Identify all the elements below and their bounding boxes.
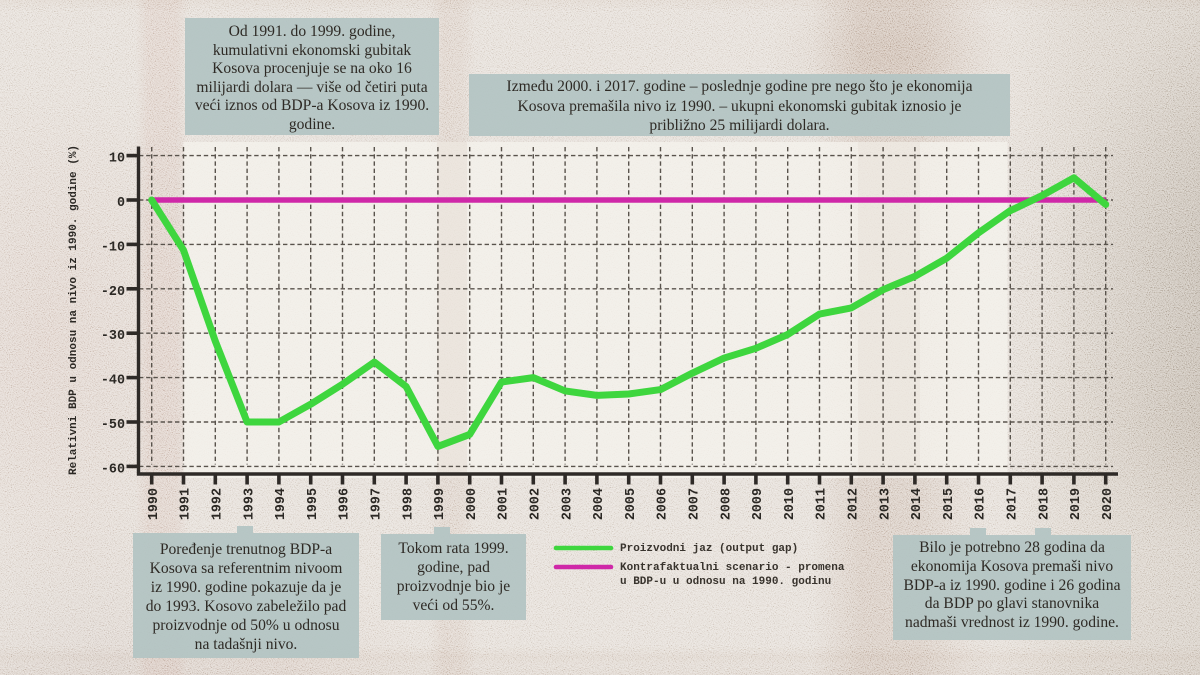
svg-text:10: 10 bbox=[109, 152, 125, 167]
svg-text:2012: 2012 bbox=[847, 488, 862, 520]
svg-text:1993: 1993 bbox=[242, 488, 257, 520]
svg-text:2001: 2001 bbox=[497, 488, 512, 520]
svg-text:-50: -50 bbox=[101, 418, 125, 433]
svg-text:2018: 2018 bbox=[1037, 488, 1052, 520]
svg-text:-30: -30 bbox=[101, 329, 125, 344]
svg-text:-10: -10 bbox=[101, 240, 125, 255]
svg-text:1995: 1995 bbox=[306, 488, 321, 520]
svg-text:2011: 2011 bbox=[815, 488, 830, 520]
svg-text:2007: 2007 bbox=[688, 488, 703, 520]
svg-text:2015: 2015 bbox=[942, 488, 957, 520]
svg-text:2017: 2017 bbox=[1006, 488, 1021, 520]
svg-text:1996: 1996 bbox=[338, 488, 353, 520]
svg-text:1991: 1991 bbox=[179, 488, 194, 520]
svg-text:2000: 2000 bbox=[465, 488, 480, 520]
svg-text:2019: 2019 bbox=[1069, 488, 1084, 520]
svg-text:2006: 2006 bbox=[656, 488, 671, 520]
svg-text:2010: 2010 bbox=[783, 488, 798, 520]
svg-text:2002: 2002 bbox=[529, 488, 544, 520]
svg-text:1994: 1994 bbox=[274, 488, 289, 520]
svg-text:-20: -20 bbox=[101, 285, 125, 300]
svg-text:2020: 2020 bbox=[1101, 488, 1116, 520]
svg-text:2003: 2003 bbox=[560, 488, 575, 520]
svg-text:2005: 2005 bbox=[624, 488, 639, 520]
svg-text:1997: 1997 bbox=[370, 488, 385, 520]
svg-text:1998: 1998 bbox=[401, 488, 416, 520]
svg-text:-40: -40 bbox=[101, 374, 125, 389]
svg-text:0: 0 bbox=[117, 196, 125, 211]
svg-text:2009: 2009 bbox=[751, 488, 766, 520]
svg-text:2013: 2013 bbox=[878, 488, 893, 520]
svg-text:1999: 1999 bbox=[433, 488, 448, 520]
svg-text:Relativni BDP u odnosu na nivo: Relativni BDP u odnosu na nivo iz 1990. … bbox=[68, 145, 80, 475]
svg-text:1992: 1992 bbox=[211, 488, 226, 520]
svg-text:2004: 2004 bbox=[592, 488, 607, 520]
svg-text:2016: 2016 bbox=[974, 488, 989, 520]
svg-text:2008: 2008 bbox=[719, 488, 734, 520]
svg-text:2014: 2014 bbox=[910, 488, 925, 520]
svg-text:-60: -60 bbox=[101, 462, 125, 477]
svg-text:1990: 1990 bbox=[147, 488, 162, 520]
